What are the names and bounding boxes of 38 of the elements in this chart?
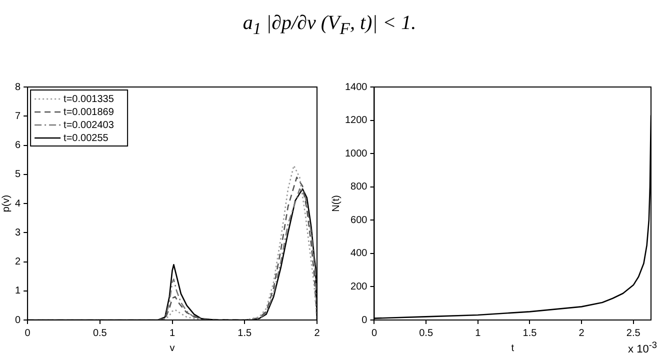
x-tick-label: 1 — [475, 328, 482, 339]
y-tick-label: 6 — [15, 140, 21, 151]
y-tick-label: 1 — [15, 286, 21, 297]
legend-label: t=0.002403 — [64, 120, 114, 131]
x-tick-label: 0 — [24, 328, 31, 339]
y-tick-label: 0 — [15, 314, 21, 326]
y-tick-label: 400 — [350, 248, 368, 260]
x-tick-label: 1 — [170, 328, 176, 339]
x-tick-label: 0.5 — [92, 328, 108, 339]
x-tick-label: 0 — [371, 328, 378, 339]
y-tick-label: 0 — [362, 314, 368, 326]
text: x 10$^{-3}$ — [628, 340, 657, 354]
y-tick-label: 7 — [15, 110, 21, 122]
x-axis-title: t — [511, 342, 514, 354]
y-tick-label: 800 — [350, 182, 368, 193]
y-tick-label: 1400 — [344, 82, 368, 93]
legend-label: t=0.00255 — [64, 132, 109, 144]
y-axis-title: N(t) — [330, 195, 342, 212]
y-tick-label: 5 — [15, 169, 21, 180]
y-tick-label: 3 — [15, 227, 21, 238]
x-tick-label: 2.5 — [626, 328, 641, 339]
x-tick-label: 0.5 — [419, 328, 434, 339]
x-tick-label: 2 — [314, 328, 320, 339]
y-tick-label: 8 — [15, 82, 21, 93]
x-axis-title: v — [170, 342, 175, 354]
y-tick-label: 200 — [350, 281, 368, 292]
x-tick-label: 1.5 — [238, 328, 252, 339]
x-tick-label: 2 — [578, 328, 585, 339]
y-tick-label: 4 — [15, 198, 21, 210]
text: a$_{1}$ |∂p/∂v (V$_{F}$, t)| < 1. — [242, 12, 418, 39]
legend-label: t=0.001869 — [64, 106, 114, 118]
y-tick-label: 1000 — [344, 148, 368, 160]
x-tick-label: 1.5 — [522, 328, 538, 339]
y-tick-label: 600 — [350, 214, 368, 226]
legend-label: t=0.001335 — [64, 94, 114, 105]
y-axis-title: p(v) — [0, 194, 12, 212]
y-tick-label: 1200 — [344, 115, 368, 126]
y-tick-label: 2 — [15, 256, 21, 268]
